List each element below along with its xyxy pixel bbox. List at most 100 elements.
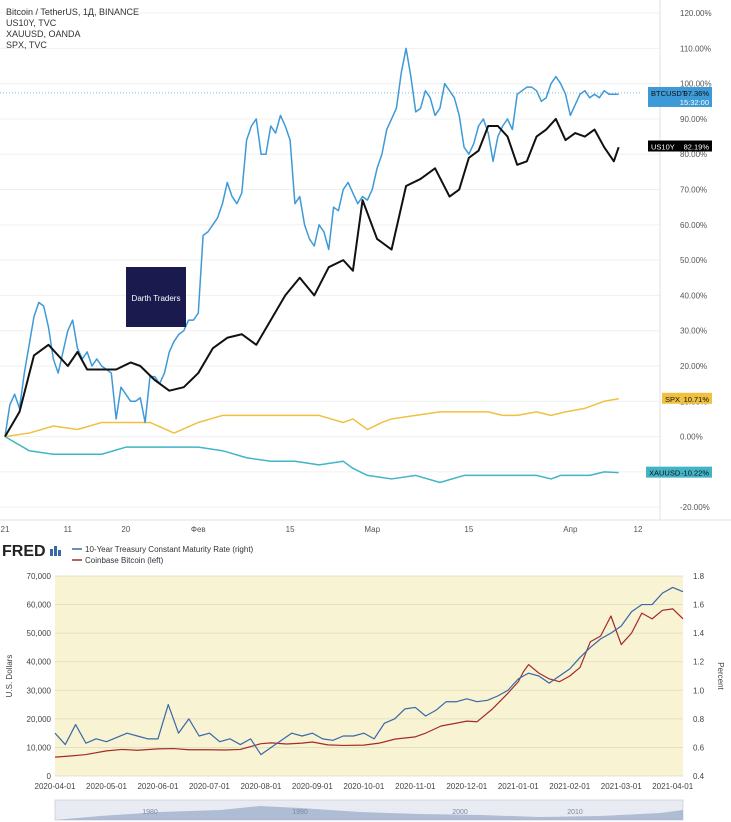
legend-btcusdt: Bitcoin / TetherUS, 1Д, BINANCE xyxy=(6,7,139,17)
fred-left-tick-label: 10,000 xyxy=(27,743,52,752)
time-tick-label: 20 xyxy=(121,525,130,534)
fred-x-tick-label: 2021-02-01 xyxy=(549,782,590,791)
fred-right-tick-label: 0.6 xyxy=(693,743,705,752)
price-tick-label: 120.00% xyxy=(680,9,712,18)
price-tick-label: 0.00% xyxy=(680,433,703,442)
badge-box xyxy=(646,466,712,478)
fred-x-tick-label: 2020-12-01 xyxy=(446,782,487,791)
fred-logo-text: FRED xyxy=(2,543,46,560)
fred-ylabel-left: U.S. Dollars xyxy=(5,655,14,698)
fred-x-tick-label: 2021-03-01 xyxy=(601,782,642,791)
fred-left-tick-label: 30,000 xyxy=(27,686,52,695)
badge-time: 15:32:00 xyxy=(680,98,709,107)
badge-box xyxy=(662,392,712,404)
badge-value: -10.22% xyxy=(681,469,709,478)
time-tick-label: 11 xyxy=(64,525,73,534)
price-tick-label: -20.00% xyxy=(680,503,710,512)
fred-navigator[interactable]: 1980 1990 2000 2010 xyxy=(54,799,684,821)
price-tick-label: 100.00% xyxy=(680,80,712,89)
price-tick-label: 80.00% xyxy=(680,150,707,159)
fred-right-tick-label: 1.0 xyxy=(693,686,705,695)
price-tick-label: 20.00% xyxy=(680,362,707,371)
price-tick-label: 70.00% xyxy=(680,186,707,195)
annotation-box: Darth Traders xyxy=(126,267,186,327)
fred-x-tick-label: 2020-07-01 xyxy=(189,782,230,791)
time-tick-label: Мар xyxy=(364,525,380,534)
fred-y-left-ticks: 0 10,000 20,000 30,000 40,000 50,000 60,000 70,… xyxy=(27,572,52,781)
navigator-year-label: 1980 xyxy=(142,809,158,816)
price-tick-label: 30.00% xyxy=(680,327,707,336)
fred-left-tick-label: 20,000 xyxy=(27,715,52,724)
price-tick-label: 60.00% xyxy=(680,221,707,230)
fred-x-tick-label: 2020-10-01 xyxy=(343,782,384,791)
badge-value: 82.19% xyxy=(684,143,710,152)
badge-value: 10.71% xyxy=(684,395,710,404)
navigator-labels: 1980 1990 2000 2010 xyxy=(142,809,583,816)
fred-x-ticks: 2020-04-01 2020-05-01 2020-06-01 2020-07-01… xyxy=(35,782,694,791)
legend-bitcoin: Coinbase Bitcoin (left) xyxy=(85,556,164,565)
fred-left-tick-label: 70,000 xyxy=(27,572,52,581)
time-tick-label: Апр xyxy=(563,525,578,534)
fred-left-tick-label: 0 xyxy=(47,772,52,781)
tradingview-chart: Bitcoin / TetherUS, 1Д, BINANCE US10Y, T… xyxy=(0,0,731,534)
badge-box xyxy=(648,86,712,107)
time-tick-label: 12 xyxy=(634,525,643,534)
darth-traders-box xyxy=(126,267,186,327)
top-series-layer xyxy=(4,47,620,484)
price-scale: 120.00% 110.00% 100.00% 90.00% 80.00% 70.00% 6… xyxy=(680,9,712,512)
fred-series-line-10-year-treasury-constant-maturity-rate-right xyxy=(54,586,684,756)
price-tick-label: 40.00% xyxy=(680,291,707,300)
badge-series-name: XAUUSD xyxy=(649,469,681,478)
fred-left-tick-label: 60,000 xyxy=(27,601,52,610)
fred-x-tick-label: 2021-01-01 xyxy=(498,782,539,791)
badge-box xyxy=(648,140,712,152)
badge-series-name: SPX xyxy=(665,395,680,404)
badge-spx: SPX 10.71% xyxy=(662,392,712,404)
fred-right-tick-label: 1.2 xyxy=(693,658,705,667)
fred-x-tick-label: 2020-11-01 xyxy=(395,782,436,791)
legend-us10y: US10Y, TVC xyxy=(6,18,57,28)
navigator-year-label: 1990 xyxy=(292,809,308,816)
badge-us10y: US10Y 82.19% xyxy=(648,140,712,152)
fred-x-tick-label: 2021-04-01 xyxy=(652,782,693,791)
time-scale: 21 11 20 Фев 15 Мар 15 Апр 12 xyxy=(1,525,643,534)
fred-logo-icon xyxy=(50,546,61,556)
fred-series-line-coinbase-bitcoin-left xyxy=(54,608,684,758)
time-tick-label: 15 xyxy=(286,525,295,534)
series-line-xauusd xyxy=(4,435,619,484)
fred-x-tick-label: 2020-08-01 xyxy=(240,782,281,791)
series-line-us10y xyxy=(4,117,620,438)
price-tick-label: 90.00% xyxy=(680,115,707,124)
time-tick-label: 21 xyxy=(1,525,10,534)
fred-right-tick-label: 0.4 xyxy=(693,772,705,781)
fred-gridlines xyxy=(55,575,683,777)
fred-x-tick-label: 2020-06-01 xyxy=(137,782,178,791)
legend-treasury: 10-Year Treasury Constant Maturity Rate … xyxy=(85,545,254,554)
fred-chart: FRED 10-Year Treasury Constant Maturity … xyxy=(0,540,731,822)
fred-right-tick-label: 1.6 xyxy=(693,601,705,610)
top-chart-legend: Bitcoin / TetherUS, 1Д, BINANCE US10Y, T… xyxy=(6,7,139,50)
darth-traders-label: Darth Traders xyxy=(132,294,181,303)
navigator-year-label: 2000 xyxy=(452,809,468,816)
fred-x-tick-label: 2020-04-01 xyxy=(35,782,76,791)
fred-ylabel-right: Percent xyxy=(716,662,725,690)
fred-right-tick-label: 1.8 xyxy=(693,572,705,581)
fred-x-tick-label: 2020-05-01 xyxy=(86,782,127,791)
navigator-year-label: 2010 xyxy=(567,809,583,816)
fred-right-tick-label: 1.4 xyxy=(693,629,705,638)
fred-left-tick-label: 40,000 xyxy=(27,658,52,667)
navigator-area xyxy=(55,806,683,820)
top-chart-gridlines xyxy=(0,12,660,508)
fred-series-layer xyxy=(54,586,684,758)
fred-left-tick-label: 50,000 xyxy=(27,629,52,638)
fred-plot-area xyxy=(55,576,683,776)
badge-series-name: BTCUSDT xyxy=(651,89,687,98)
badge-series-name: US10Y xyxy=(651,143,675,152)
legend-xauusd: XAUUSD, OANDA xyxy=(6,29,81,39)
price-tick-label: 110.00% xyxy=(680,44,711,53)
badge-xauusd: XAUUSD -10.22% xyxy=(646,466,712,478)
fred-x-tick-label: 2020-09-01 xyxy=(292,782,333,791)
price-tick-label: 50.00% xyxy=(680,256,707,265)
